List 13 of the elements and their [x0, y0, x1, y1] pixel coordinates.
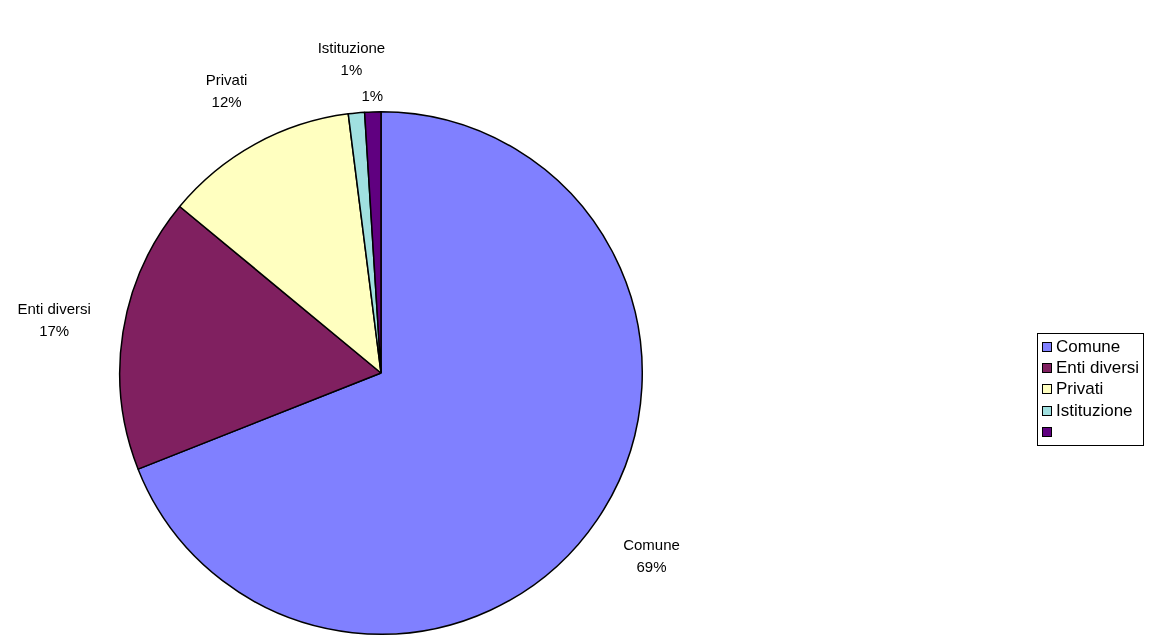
data-label: 1% — [340, 61, 363, 79]
slice-label: Privati — [205, 71, 248, 89]
legend-label: Enti diversi — [1056, 358, 1140, 379]
data-label: 69% — [636, 557, 667, 575]
legend-label: Istituzione — [1056, 400, 1133, 421]
slice-label: Istituzione — [317, 39, 386, 57]
data-label: 17% — [39, 322, 70, 340]
slice-label: Comune — [623, 535, 680, 553]
legend-label: Privati — [1056, 379, 1104, 400]
data-label: 1% — [361, 86, 384, 104]
legend-label: Comune — [1056, 336, 1121, 357]
data-label: 12% — [211, 93, 242, 111]
slice-label: Enti diversi — [17, 300, 91, 318]
